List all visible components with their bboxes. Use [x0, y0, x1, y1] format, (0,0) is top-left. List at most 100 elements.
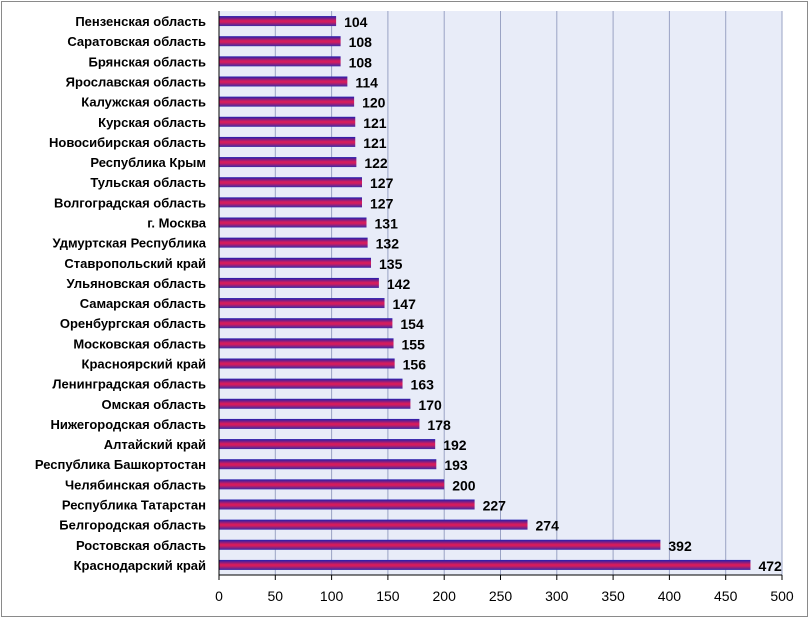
data-label: 227 — [483, 498, 507, 514]
data-label: 131 — [375, 216, 399, 232]
bar — [219, 197, 363, 208]
category-label: г. Москва — [147, 216, 206, 231]
data-label: 155 — [402, 336, 426, 352]
x-tick-label: 300 — [545, 588, 569, 604]
bar — [219, 116, 356, 127]
x-tick-label: 350 — [601, 588, 625, 604]
bar — [219, 418, 420, 429]
category-label: Тульская область — [90, 175, 206, 190]
category-label: Омская область — [102, 397, 206, 412]
data-label: 178 — [427, 417, 451, 433]
bar — [219, 338, 394, 349]
data-label: 200 — [452, 477, 476, 493]
x-tick-label: 450 — [714, 588, 738, 604]
category-label: Саратовская область — [67, 34, 206, 49]
data-label: 108 — [349, 34, 373, 50]
category-label: Удмуртская Республика — [52, 236, 206, 251]
data-label: 156 — [403, 357, 427, 373]
category-label: Красноярский край — [82, 357, 206, 372]
category-label: Белгородская область — [59, 518, 206, 533]
category-label: Республика Башкортостан — [35, 457, 206, 472]
data-label: 104 — [344, 14, 368, 30]
bar — [219, 358, 395, 369]
category-label: Ленинградская область — [52, 377, 206, 392]
bar — [219, 499, 475, 510]
bar — [219, 36, 341, 47]
bar — [219, 459, 437, 470]
bar — [219, 378, 403, 389]
data-label: 192 — [443, 437, 467, 453]
bar — [219, 277, 379, 288]
bar — [219, 318, 393, 329]
data-label: 122 — [364, 155, 388, 171]
category-label: Ярославская область — [66, 75, 206, 90]
x-tick-label: 250 — [489, 588, 513, 604]
category-label: Курская область — [98, 115, 206, 130]
x-tick-label: 500 — [770, 588, 794, 604]
bars — [219, 16, 751, 570]
x-tick-label: 0 — [215, 588, 223, 604]
data-label: 121 — [363, 115, 387, 131]
category-label: Волгоградская область — [54, 195, 206, 210]
bar — [219, 519, 528, 530]
bar — [219, 439, 436, 450]
data-label: 274 — [536, 518, 560, 534]
x-tick-label: 150 — [376, 588, 400, 604]
category-labels: Пензенская область Саратовская область Бря… — [35, 14, 207, 573]
category-label: Ульяновская область — [67, 276, 206, 291]
data-label: 154 — [400, 316, 424, 332]
bar — [219, 257, 372, 268]
data-label: 114 — [355, 75, 378, 91]
category-label: Калужская область — [81, 95, 206, 110]
x-axis-tick-labels: 0 50 100 150 200 250 300 350 400 450 500 — [215, 575, 794, 604]
data-label: 142 — [387, 276, 411, 292]
bar — [219, 136, 356, 147]
bar — [219, 96, 355, 107]
category-label: Ставропольский край — [64, 256, 206, 271]
data-label: 127 — [370, 175, 394, 191]
data-label: 127 — [370, 195, 394, 211]
bar — [219, 298, 385, 309]
bar — [219, 217, 367, 228]
category-label: Ростовская область — [76, 538, 206, 553]
data-label: 147 — [393, 296, 417, 312]
data-label: 472 — [758, 558, 782, 574]
category-label: Республика Татарстан — [62, 498, 206, 513]
category-label: Челябинская область — [65, 477, 206, 492]
category-label: Новосибирская область — [49, 135, 206, 150]
category-label: Оренбургская область — [60, 316, 206, 331]
value-labels: 104 108 108 114 120 121 121 122 127 127 131 132 135 1… — [344, 14, 782, 574]
data-label: 120 — [362, 95, 386, 111]
bar — [219, 398, 411, 409]
data-label: 193 — [444, 457, 468, 473]
bar — [219, 539, 661, 550]
category-label: Республика Крым — [90, 155, 206, 170]
bar — [219, 56, 341, 67]
data-label: 135 — [379, 256, 403, 272]
bar — [219, 157, 357, 168]
x-tick-label: 400 — [658, 588, 682, 604]
data-label: 132 — [376, 236, 400, 252]
category-label: Краснодарский край — [74, 558, 206, 573]
x-tick-label: 100 — [320, 588, 344, 604]
category-label: Самарская область — [80, 296, 206, 311]
category-label: Московская область — [73, 336, 206, 351]
x-tick-label: 50 — [268, 588, 284, 604]
bar — [219, 559, 751, 570]
data-label: 163 — [411, 377, 435, 393]
category-label: Брянская область — [89, 54, 206, 69]
category-label: Алтайский край — [104, 437, 206, 452]
bar — [219, 76, 348, 87]
category-label: Нижегородская область — [50, 417, 206, 432]
bar — [219, 16, 337, 27]
bar — [219, 237, 368, 248]
bar — [219, 479, 445, 490]
x-tick-label: 200 — [433, 588, 457, 604]
data-label: 392 — [668, 538, 692, 554]
data-label: 170 — [418, 397, 442, 413]
data-label: 108 — [349, 54, 373, 70]
bar — [219, 177, 363, 188]
category-label: Пензенская область — [75, 14, 206, 29]
